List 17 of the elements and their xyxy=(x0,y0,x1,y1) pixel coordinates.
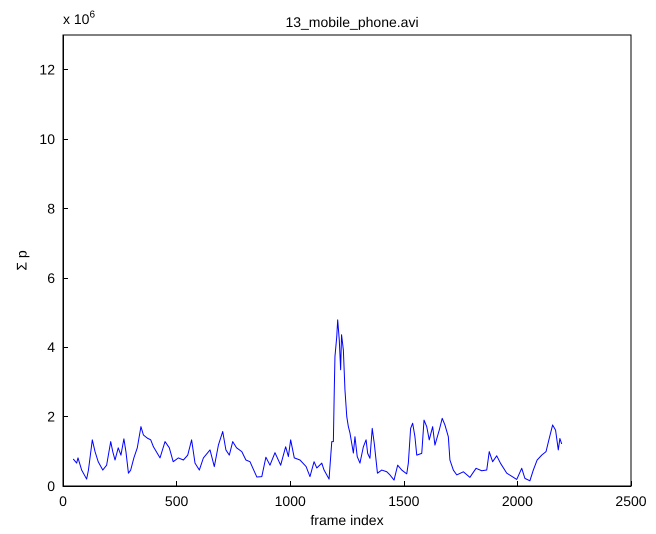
x-tick-label: 500 xyxy=(164,493,188,509)
x-tick-label: 2000 xyxy=(502,493,534,509)
y-tick-label: 2 xyxy=(47,408,56,425)
line-series xyxy=(72,319,562,482)
x-tick-label: 1500 xyxy=(388,493,420,509)
y-tick-label: 4 xyxy=(47,339,56,356)
y-tick-label: 12 xyxy=(39,62,56,78)
x-tick-label: 2500 xyxy=(615,493,647,509)
x-tick-label: 1000 xyxy=(274,493,306,509)
y-tick-label: 8 xyxy=(47,200,56,216)
chart-title: 13_mobile_phone.avi xyxy=(285,14,419,30)
y-tick-label: 10 xyxy=(39,131,56,148)
x-tick-label: 0 xyxy=(59,493,68,509)
y-tick-label: 6 xyxy=(47,270,56,286)
x-axis-title: frame index xyxy=(310,512,384,528)
y-tick-label: 0 xyxy=(47,478,56,494)
y-axis-title: Σ p xyxy=(14,250,30,271)
